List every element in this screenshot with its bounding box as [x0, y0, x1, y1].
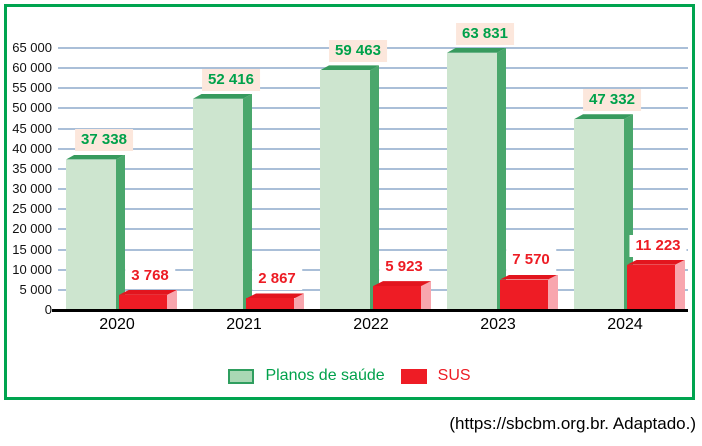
bar-planos-de-saude-2022 [320, 65, 379, 310]
bar-front-face [193, 98, 243, 310]
x-axis-label-2023: 2023 [480, 316, 516, 333]
y-axis-tick-label: 50 000 [12, 100, 52, 116]
bar-sus-2023 [500, 274, 558, 310]
bar-planos-de-saude-2023 [447, 47, 506, 310]
bar-side-face [167, 289, 177, 310]
bar-side-face [294, 293, 304, 310]
bar-side-face [243, 93, 252, 310]
legend-item-planos-de-saude: Planos de saúde [228, 367, 385, 385]
bar-side-face [548, 274, 558, 310]
y-axis-tick-label: 5 000 [19, 281, 52, 297]
bar-value-label-sus-2021: 2 867 [252, 268, 302, 291]
bar-front-face [320, 70, 370, 310]
bar-value-label-sus-2022: 5 923 [379, 256, 429, 279]
y-axis-tick-label: 15 000 [12, 241, 52, 257]
bar-front-face [627, 264, 675, 310]
bar-front-face [574, 119, 624, 310]
bar-side-face [675, 259, 685, 310]
bar-top-face [193, 94, 252, 99]
bar-top-face [373, 281, 431, 286]
bar-value-label-sus-2023: 7 570 [506, 249, 556, 272]
bar-front-face [246, 298, 294, 310]
bar-value-label-planos-de-saude-2023: 63 831 [456, 22, 514, 45]
bar-top-face [320, 65, 379, 70]
bar-value-label-sus-2020: 3 768 [125, 264, 175, 287]
bar-front-face [500, 279, 548, 310]
bar-planos-de-saude-2021 [193, 93, 252, 310]
x-axis-label-2021: 2021 [226, 316, 262, 333]
y-axis-tick-label: 20 000 [12, 221, 52, 237]
legend-swatch-planos-de-saude [228, 368, 255, 384]
y-axis-tick-label: 10 000 [12, 261, 52, 277]
bar-sus-2021 [246, 293, 304, 310]
y-axis-tick-label: 60 000 [12, 60, 52, 76]
bar-value-label-sus-2024: 11 223 [629, 234, 687, 257]
bar-planos-de-saude-2020 [66, 154, 125, 310]
bar-sus-2022 [373, 281, 431, 310]
bar-side-face [370, 65, 379, 310]
bar-side-face [497, 47, 506, 310]
y-axis-tick-label: 55 000 [12, 80, 52, 96]
bar-planos-de-saude-2024 [574, 114, 633, 310]
x-axis-line [52, 309, 688, 312]
bar-top-face [574, 114, 633, 119]
legend-item-sus: SUS [400, 367, 471, 385]
bar-sus-2020 [119, 289, 177, 310]
bar-top-face [500, 275, 558, 280]
bar-front-face [447, 52, 497, 310]
y-axis-tick-label: 25 000 [12, 201, 52, 217]
bar-top-face [119, 290, 177, 295]
bar-side-face [116, 154, 125, 310]
y-axis-tick-label: 35 000 [12, 160, 52, 176]
legend-label-sus: SUS [437, 367, 471, 384]
bar-side-face [624, 114, 633, 310]
x-axis-label-2022: 2022 [353, 316, 389, 333]
bar-top-face [66, 155, 125, 160]
legend-label-planos-de-saude: Planos de saúde [265, 367, 385, 384]
bar-value-label-planos-de-saude-2021: 52 416 [202, 68, 260, 91]
bar-top-face [246, 293, 304, 298]
bar-top-face [627, 260, 685, 265]
x-axis-label-2020: 2020 [99, 316, 135, 333]
x-axis-label-2024: 2024 [607, 316, 643, 333]
y-axis-tick-label: 0 [44, 302, 52, 317]
bar-front-face [373, 286, 421, 310]
legend: Planos de saúde SUS [4, 367, 695, 385]
bar-value-label-planos-de-saude-2022: 59 463 [329, 40, 387, 63]
bar-value-label-planos-de-saude-2020: 37 338 [75, 129, 133, 152]
y-axis-tick-label: 45 000 [12, 120, 52, 136]
legend-swatch-sus [400, 368, 427, 384]
bar-value-label-planos-de-saude-2024: 47 332 [583, 89, 641, 112]
bar-front-face [119, 294, 167, 310]
bar-sus-2024 [627, 259, 685, 310]
y-axis-tick-label: 40 000 [12, 140, 52, 156]
bar-front-face [66, 159, 116, 310]
bar-side-face [421, 281, 431, 310]
y-axis-tick-label: 65 000 [12, 40, 52, 55]
plot-area [58, 47, 688, 310]
bar-top-face [447, 48, 506, 53]
y-axis-tick-label: 30 000 [12, 181, 52, 197]
source-citation: (https://sbcbm.org.br. Adaptado.) [449, 414, 696, 433]
